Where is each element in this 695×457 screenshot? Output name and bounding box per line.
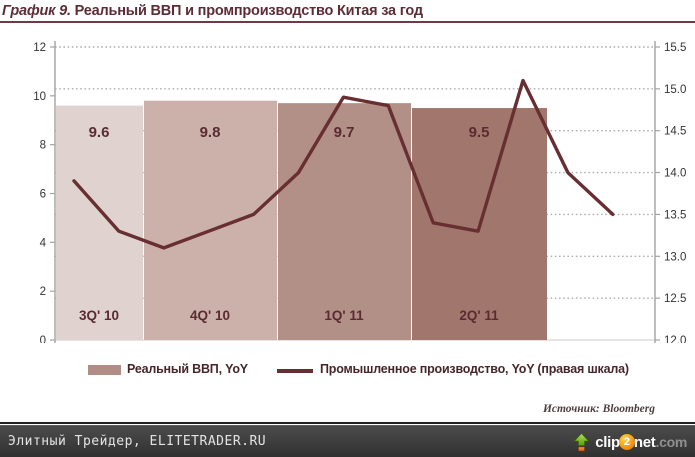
right-axis-tick-label: 12.0 <box>664 335 686 343</box>
source-note: Источник: Bloomberg <box>542 403 655 415</box>
chart-area: 9.6 3Q' 10 9.8 4Q' 10 9.7 1Q' 11 9.5 2Q' 11 0 2 4 6… <box>0 23 695 347</box>
site-label: Элитный Трейдер, ELITETRADER.RU <box>8 434 267 449</box>
legend-gdp-label: Реальный ВВП, YoY <box>127 362 248 376</box>
chart-title: График 9. Реальный ВВП и промпроизводств… <box>2 3 693 21</box>
legend-industrial-swatch <box>277 369 313 373</box>
upload-arrow-icon <box>574 432 590 451</box>
left-axis-tick-label: 4 <box>40 237 47 249</box>
bar-value-label: 9.8 <box>200 124 221 141</box>
gdp-bar <box>56 105 143 340</box>
gdp-bar <box>278 103 411 341</box>
left-axis-tick-label: 12 <box>33 42 46 54</box>
logo-net-text: net <box>633 433 656 451</box>
gridlines <box>55 46 655 299</box>
chart-legend: Реальный ВВП, YoY Промышленное производс… <box>0 360 695 384</box>
chart-svg: 9.6 3Q' 10 9.8 4Q' 10 9.7 1Q' 11 9.5 2Q' 11 0 2 4 6… <box>33 41 686 347</box>
bar-value-label: 9.7 <box>334 124 355 141</box>
right-axis-tick-label: 15.0 <box>664 84 686 96</box>
left-axis-tick-label: 2 <box>40 286 46 298</box>
left-axis-tick-label: 6 <box>40 189 46 201</box>
logo-two-badge: 2 <box>618 434 635 450</box>
footer-divider <box>0 422 695 424</box>
axes: 0 2 4 6 8 10 12 12.0 12.5 13.0 13.5 14.0 14.5 15.0 15.… <box>33 41 686 347</box>
logo-com-text: .com <box>655 434 688 450</box>
right-axis-tick-label: 12.5 <box>664 293 686 305</box>
legend-gdp-swatch <box>88 365 121 375</box>
logo-clip-text: clip <box>595 433 620 451</box>
bar-labels: 9.6 3Q' 10 9.8 4Q' 10 9.7 1Q' 11 9.5 2Q' 11 <box>79 124 499 323</box>
legend-industrial-label: Промышленное производство, YoY (правая ш… <box>320 362 629 376</box>
chart-title-number: График 9. <box>2 3 71 19</box>
left-axis-tick-label: 8 <box>40 140 46 152</box>
bar-value-label: 9.5 <box>469 124 490 141</box>
right-axis-tick-label: 13.5 <box>664 209 686 221</box>
bar-quarter-label: 4Q' 10 <box>190 308 230 323</box>
clip2net-logo[interactable]: clip 2 net .com <box>573 430 687 454</box>
right-axis-tick-label: 14.0 <box>664 168 686 180</box>
footer-bar: Элитный Трейдер, ELITETRADER.RU clip 2 n… <box>0 425 695 457</box>
left-axis-tick-label: 10 <box>33 91 46 103</box>
left-axis-tick-label: 0 <box>40 335 46 343</box>
title-divider <box>0 21 695 23</box>
gdp-bar <box>144 100 277 340</box>
bar-quarter-label: 2Q' 11 <box>459 308 499 323</box>
chart-title-text: Реальный ВВП и промпроизводство Китая за… <box>70 3 423 19</box>
right-axis-tick-label: 15.5 <box>664 42 686 54</box>
gdp-bars <box>56 100 547 341</box>
right-axis-tick-label: 13.0 <box>664 251 686 263</box>
bar-quarter-label: 1Q' 11 <box>324 308 364 323</box>
bar-quarter-label: 3Q' 10 <box>79 308 119 323</box>
right-axis-tick-label: 14.5 <box>664 126 686 138</box>
bar-value-label: 9.6 <box>89 124 110 141</box>
industrial-production-line <box>72 78 615 250</box>
